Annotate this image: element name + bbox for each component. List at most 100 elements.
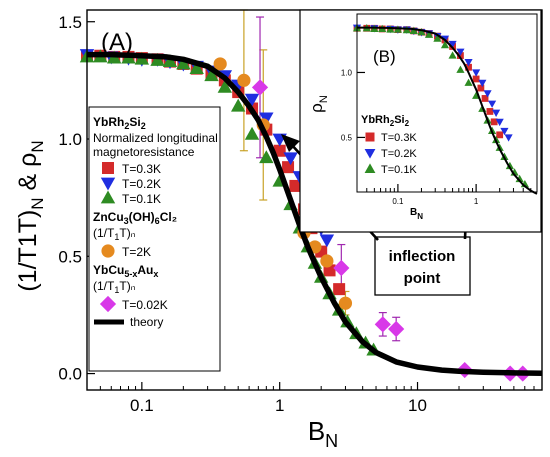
panel-a-point-s2 [244,126,260,140]
panel-b-point-s2 [515,174,524,183]
panel-a-point-s4 [251,79,269,96]
legend-description: magnetoresistance [93,145,195,159]
panel-b-point-s0 [472,75,480,83]
panel-b-y-tick-label: 1.0 [341,68,353,77]
legend-marker-T=0.1K [100,190,116,204]
panel-b-point-s1 [478,79,487,88]
legend-entry-label: T=0.02K [122,298,168,312]
panel-a-x-axis-label: B [308,416,325,446]
panel-b-background [299,9,542,233]
panel-a-y-axis-sub: N [28,197,47,209]
legend-marker-T=0.2K [100,177,116,191]
panel-b-legend-marker-T=0.2K [364,148,376,159]
panel-a-point-s2 [204,68,219,82]
panel-a-point-s2 [162,54,178,68]
panel-a-y-axis-sub2: N [28,140,47,152]
panel-b-inset-chart: 0.1 1 0.51.0 (B) BN ρN YbRh2Si2 T=0.3KT=0… [299,9,542,233]
panel-b-legend-entry-label: T=0.1K [381,164,417,176]
panel-b-point-s1 [448,40,457,49]
panel-a-point-s4 [388,320,405,338]
panel-a-point-s3 [237,73,251,87]
panel-a-x-tick-label: 1 [275,396,284,415]
annotation-box [374,236,471,296]
panel-b-x-axis-label: B [410,207,417,218]
panel-b-point-s0 [477,84,485,92]
panel-b-point-s1 [472,69,481,77]
panel-a-point-s0 [333,283,346,296]
panel-a-point-s0 [289,179,302,192]
legend-entry-label: T=2K [122,245,151,259]
panel-a-point-s0 [282,161,295,174]
panel-b-y-axis-title: ρN [307,95,330,113]
legend-description: Normalized longitudinal [93,131,218,145]
legend-entry-label: T=0.3K [122,162,161,176]
legend-description: (1/T1T)ₙ [93,226,136,242]
panel-b-point-s2 [417,27,426,36]
panel-a-point-s2 [150,52,165,66]
legend-marker-T=0.3K [102,162,114,174]
legend-marker-T=2K [101,244,115,258]
legend-theory-label: theory [130,315,163,329]
panel-a-label: (A) [101,29,133,56]
legend-compound-name: YbRh2Si2 [93,115,146,131]
panel-b-point-s2 [505,161,514,170]
panel-b-legend-compound: YbRh2Si2 [361,114,410,128]
panel-a-point-s2 [176,56,191,70]
legend-frame [88,106,221,372]
panel-b-point-s1 [500,127,509,136]
legend-description: (1/T1T)ₙ [93,279,136,295]
panel-b-point-s2 [448,51,457,59]
panel-b-point-s0 [486,108,494,115]
panel-b-compound-a: YbRh [361,114,390,126]
panel-a-point-s2 [259,150,274,164]
panel-a-point-s2 [189,61,204,75]
panel-a-point-s2 [230,98,246,112]
panel-b-point-s2 [433,34,442,42]
panel-a-point-s1 [259,112,274,126]
panel-a-y-axis-mid: & ρ [14,153,42,198]
panel-b-legend-entry-label: T=0.2K [381,148,417,160]
panel-b-x-axis-sub: N [417,212,423,221]
panel-a-y-tick-label: 0.5 [58,247,82,266]
panel-a-y-axis-label: (1/T1T) [14,210,42,292]
panel-b-point-s0 [481,95,489,102]
panel-b-y-axis-label: ρ [307,103,326,113]
panel-b-point-s0 [496,131,504,139]
panel-a-point-s0 [273,144,286,157]
panel-b-compound-b: Si [394,114,404,126]
panel-a-y-tick-label: 1.0 [58,130,82,149]
panel-b-y-axis-sub: N [318,95,330,103]
panel-b-point-s1 [456,48,465,56]
panel-b-point-s1 [488,100,497,108]
panel-a-point-s3 [213,57,227,71]
panel-a-point-s4 [374,316,391,333]
panel-a-y-axis-title: (1/T1T)N & ρN [14,140,47,291]
panel-b-theory-curve [357,26,538,195]
panel-b-point-s2 [409,26,418,34]
annotation-arrowhead-a [281,134,300,152]
panel-b-point-s1 [492,109,501,117]
panel-a-point-s3 [320,254,334,268]
panel-a-y-tick-label: 0.0 [58,365,82,384]
panel-b-point-s2 [424,30,434,38]
panel-b-point-s1 [464,59,473,67]
panel-a-point-s1 [244,93,260,107]
panel-a-x-axis-sub: N [325,431,338,451]
panel-b-point-s2 [440,40,450,49]
panel-a-point-s3 [338,296,353,310]
panel-a-point-s2 [217,79,233,93]
panel-b-point-s2 [456,65,465,73]
panel-a-point-s0 [315,245,328,258]
panel-b-point-s0 [490,118,498,126]
panel-b-label: (B) [373,47,396,66]
panel-a-x-axis-title: BN [308,416,338,451]
panel-b-legend-entry-label: T=0.3K [381,132,417,144]
legend-entry-label: T=0.1K [122,192,161,206]
legend-compound-name: ZnCu3(OH)6Cl₂ [93,210,177,226]
panel-a-x-tick-label: 0.1 [130,396,154,415]
panel-b-legend: YbRh2Si2 T=0.3K T=0.2K T=0.1K [361,114,417,176]
annotation-line-1: inflection [389,248,456,265]
panel-b-plot-frame [356,13,538,193]
